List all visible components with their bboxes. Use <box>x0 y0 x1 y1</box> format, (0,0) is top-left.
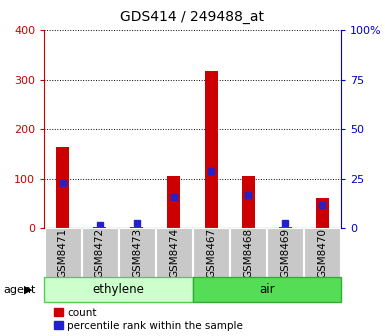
Bar <box>131 227 143 228</box>
Text: GSM8471: GSM8471 <box>58 228 68 278</box>
Bar <box>242 176 254 228</box>
Bar <box>304 228 340 277</box>
Bar <box>56 147 69 228</box>
Bar <box>279 227 291 228</box>
Bar <box>230 228 266 277</box>
Text: GDS414 / 249488_at: GDS414 / 249488_at <box>121 10 264 24</box>
Bar <box>44 277 192 302</box>
Bar <box>267 228 303 277</box>
Text: air: air <box>259 283 275 296</box>
Bar <box>45 228 81 277</box>
Text: GSM8469: GSM8469 <box>280 228 290 278</box>
Text: GSM8472: GSM8472 <box>95 228 105 278</box>
Text: GSM8473: GSM8473 <box>132 228 142 278</box>
Bar <box>316 198 329 228</box>
Bar <box>193 228 229 277</box>
Text: GSM8468: GSM8468 <box>243 228 253 278</box>
Legend: count, percentile rank within the sample: count, percentile rank within the sample <box>50 303 247 335</box>
Bar <box>82 228 118 277</box>
Text: ▶: ▶ <box>24 285 32 295</box>
Text: ethylene: ethylene <box>92 283 144 296</box>
Bar <box>192 277 341 302</box>
Text: agent: agent <box>4 285 36 295</box>
Bar <box>119 228 155 277</box>
Text: GSM8470: GSM8470 <box>317 228 327 278</box>
Bar <box>94 227 106 228</box>
Text: GSM8474: GSM8474 <box>169 228 179 278</box>
Bar <box>204 71 218 228</box>
Bar <box>156 228 192 277</box>
Bar <box>167 176 181 228</box>
Text: GSM8467: GSM8467 <box>206 228 216 278</box>
